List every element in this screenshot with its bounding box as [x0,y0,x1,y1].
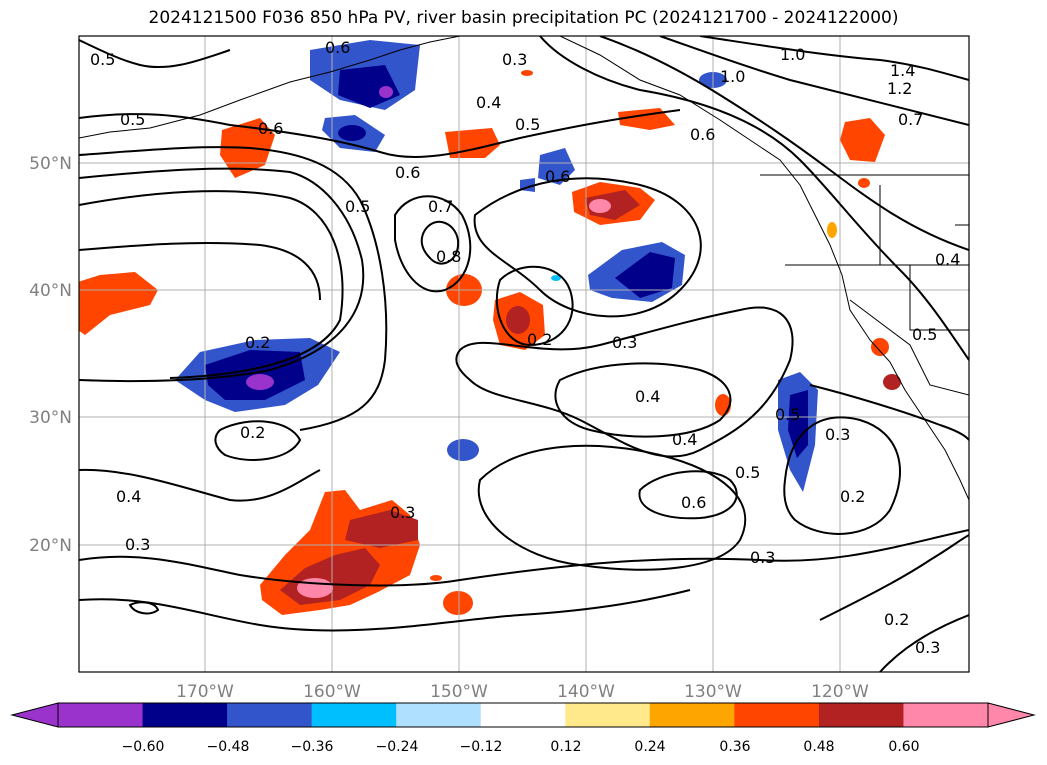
colorbar-tick: 0.24 [634,739,665,755]
contour-label: 1.2 [887,79,912,98]
colorbar-cell [903,703,989,727]
contour-label: 0.5 [912,325,937,344]
longitude-labels: 170°W 160°W 150°W 140°W 130°W 120°W [176,682,869,702]
contour-label: 0.2 [240,423,265,442]
contour-label: 0.6 [395,163,420,182]
contour-label: 0.4 [672,430,697,449]
colorbar-tick: 0.36 [719,739,750,755]
contour-label: 0.3 [915,638,940,657]
contour-label: 0.2 [884,610,909,629]
contour-label: 0.6 [690,125,715,144]
contour-label: 0.3 [125,535,150,554]
contour-label: 0.2 [245,333,270,352]
contour-label: 0.3 [502,50,527,69]
contour-label: 0.3 [612,333,637,352]
lat-label: 20°N [29,536,72,556]
contour-label: 1.0 [720,67,745,86]
colorbar-tick: −0.24 [376,739,419,755]
contour-label: 0.5 [515,115,540,134]
contour-label: 0.4 [635,387,660,406]
contour-label: 0.4 [476,93,501,112]
colorbar-cell [480,703,566,727]
contour-label: 0.4 [935,250,960,269]
lon-label: 150°W [430,682,488,702]
colorbar-tick-labels: −0.60 −0.48 −0.36 −0.24 −0.12 0.12 0.24 … [122,739,920,755]
colorbar: −0.60 −0.48 −0.36 −0.24 −0.12 0.12 0.24 … [10,702,1036,755]
colorbar-cell [227,703,313,727]
colorbar-cell [565,703,651,727]
contour-label: 0.5 [120,110,145,129]
lon-label: 130°W [684,682,742,702]
colorbar-cell [649,703,735,727]
lon-label: 120°W [811,682,869,702]
graticule [79,36,969,672]
contour-label: 0.3 [750,548,775,567]
contour-label: 1.0 [780,45,805,64]
positive-pc-shading [79,70,901,615]
colorbar-tick: −0.48 [207,739,250,755]
contour-label: 1.4 [890,61,915,80]
colorbar-cell [734,703,820,727]
contour-label: 0.3 [825,425,850,444]
contour-label: 0.6 [681,493,706,512]
colorbar-cell [396,703,482,727]
lon-label: 170°W [176,682,234,702]
negative-pc-shading [175,40,818,492]
colorbar-cell [142,703,228,727]
contour-labels: 0.5 0.6 0.3 0.4 0.5 1.0 1.4 1.2 1.0 0.7 … [90,38,960,657]
contour-label: 0.5 [735,463,760,482]
contour-label: 0.7 [428,197,453,216]
contour-label: 0.3 [390,503,415,522]
contour-label: 0.7 [898,110,923,129]
lat-label: 40°N [29,281,72,301]
colorbar-extend-right [987,702,1036,728]
lat-label: 50°N [29,154,72,174]
contour-label: 0.5 [90,50,115,69]
colorbar-tick: −0.60 [122,739,165,755]
colorbar-tick: −0.12 [460,739,503,755]
contour-label: 0.2 [840,487,865,506]
contour-label: 0.4 [116,487,141,506]
contour-label: 0.6 [545,167,570,186]
colorbar-tick: −0.36 [291,739,334,755]
colorbar-cell [818,703,904,727]
lat-label: 30°N [29,408,72,428]
map-frame [78,35,970,673]
pv-contours [79,36,969,672]
colorbar-tick: 0.12 [550,739,581,755]
colorbar-tick: 0.48 [803,739,834,755]
colorbar-cell [311,703,397,727]
latitude-labels: 50°N 40°N 30°N 20°N [29,154,72,556]
colorbar-cells [58,703,989,727]
lon-label: 160°W [303,682,361,702]
contour-label: 0.8 [436,247,461,266]
contour-label: 0.6 [325,38,350,57]
contour-label: 0.5 [345,197,370,216]
colorbar-extend-left [10,702,59,728]
contour-label: 0.2 [527,330,552,349]
lon-label: 140°W [557,682,615,702]
map-title: 2024121500 F036 850 hPa PV, river basin … [148,8,899,28]
colorbar-cell [58,703,144,727]
colorbar-tick: 0.60 [888,739,919,755]
contour-label: 0.6 [258,119,283,138]
contour-label: 0.5 [775,405,800,424]
